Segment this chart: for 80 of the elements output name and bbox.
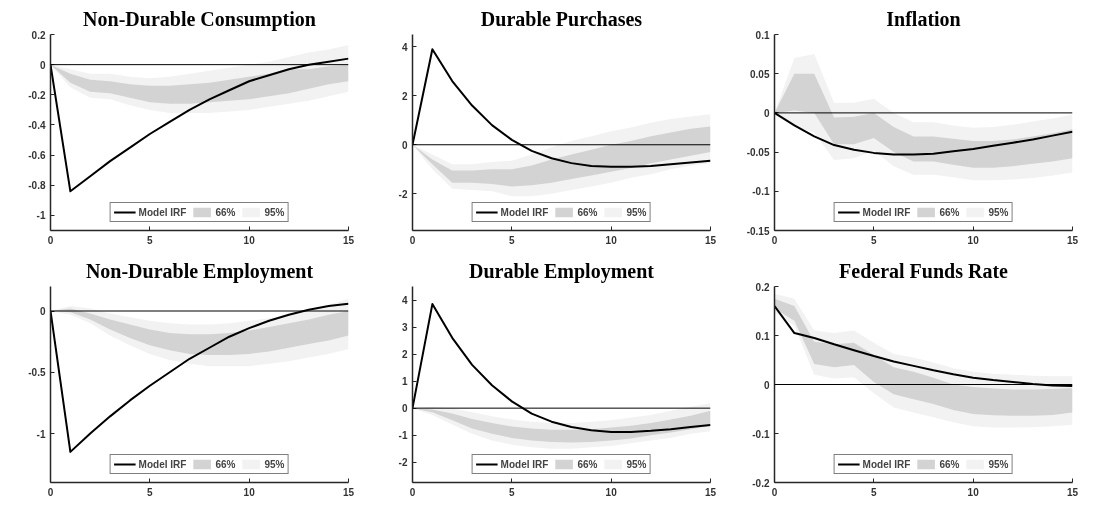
legend-label: 95% [988, 206, 1009, 218]
y-tick-label: -0.1 [752, 186, 770, 198]
x-tick-label: 0 [47, 486, 54, 498]
legend-label: 66% [215, 458, 236, 470]
y-tick-label: 4 [401, 295, 408, 307]
y-tick-label: 2 [401, 90, 408, 102]
x-tick-label: 10 [967, 486, 980, 498]
y-tick-label: 0 [39, 59, 46, 71]
y-tick-label: -1 [398, 430, 408, 442]
x-tick-label: 10 [605, 486, 618, 498]
y-tick-label: 3 [401, 322, 408, 334]
y-tick-label: 0 [39, 306, 46, 317]
y-tick-label: 0.05 [750, 68, 770, 80]
x-tick-label: 10 [605, 234, 618, 246]
x-tick-label: 0 [771, 234, 778, 246]
y-tick-label: -0.4 [28, 119, 46, 131]
x-tick-label: 10 [967, 234, 980, 246]
legend-label: 95% [626, 206, 647, 218]
chart-title: Durable Employment [469, 259, 655, 283]
x-tick-label: 15 [342, 234, 355, 246]
y-tick-label: 1 [401, 376, 408, 388]
y-tick-label: 0 [763, 107, 770, 119]
x-tick-label: 15 [1066, 234, 1079, 246]
legend-label: Model IRF [500, 458, 549, 470]
legend-label: Model IRF [138, 206, 187, 218]
legend-label: 66% [215, 206, 236, 218]
chart-title: Durable Purchases [480, 7, 643, 30]
x-tick-label: 5 [871, 486, 878, 498]
y-tick-label: 2 [401, 349, 408, 361]
x-tick-label: 5 [509, 486, 516, 498]
legend-label: 66% [577, 206, 598, 218]
legend-label: 95% [264, 458, 285, 470]
legend-label: 66% [577, 458, 598, 470]
legend-label: 95% [626, 458, 647, 470]
legend-label: Model IRF [862, 206, 911, 218]
x-tick-label: 5 [147, 486, 154, 498]
legend-label: 66% [939, 206, 960, 218]
x-tick-label: 0 [409, 234, 416, 246]
x-tick-label: 15 [704, 234, 717, 246]
y-tick-label: -0.8 [28, 180, 46, 192]
y-tick-label: 0 [401, 139, 408, 151]
y-tick-label: -0.5 [28, 367, 46, 379]
y-tick-label: -0.2 [28, 89, 46, 101]
x-tick-label: 5 [509, 234, 516, 246]
x-tick-label: 10 [243, 234, 256, 246]
y-tick-label: 0 [763, 379, 770, 391]
y-tick-label: -0.15 [746, 225, 770, 237]
y-tick-label: -1 [36, 210, 46, 222]
y-tick-label: 0.1 [755, 29, 770, 41]
y-tick-label: 0 [401, 403, 408, 415]
y-tick-label: 4 [401, 41, 408, 53]
y-tick-label: -0.1 [752, 428, 770, 440]
x-tick-label: 15 [704, 486, 717, 498]
y-tick-label: -2 [398, 457, 408, 469]
y-tick-label: 0.2 [31, 29, 46, 41]
chart-title: Non-Durable Employment [85, 259, 314, 283]
x-tick-label: 10 [243, 486, 256, 498]
y-tick-label: -1 [36, 428, 46, 440]
y-tick-label: 0.2 [755, 281, 770, 293]
legend-label: Model IRF [862, 458, 911, 470]
y-tick-label: -0.05 [746, 147, 770, 159]
y-tick-label: -2 [398, 188, 408, 200]
y-tick-label: 0.1 [755, 330, 770, 342]
x-tick-label: 0 [771, 486, 778, 498]
chart-title: Federal Funds Rate [839, 259, 1009, 282]
legend-label: 95% [264, 206, 285, 218]
y-tick-label: -0.6 [28, 150, 46, 162]
legend-label: Model IRF [138, 458, 187, 470]
chart-title: Inflation [886, 7, 961, 30]
x-tick-label: 5 [147, 234, 154, 246]
legend-label: 95% [988, 458, 1009, 470]
x-tick-label: 15 [1066, 486, 1079, 498]
legend-label: Model IRF [500, 206, 549, 218]
legend-label: 66% [939, 458, 960, 470]
y-tick-label: -0.2 [752, 477, 770, 489]
x-tick-label: 5 [871, 234, 878, 246]
chart-title: Non-Durable Consumption [83, 7, 316, 31]
x-tick-label: 0 [47, 234, 54, 246]
x-tick-label: 0 [409, 486, 416, 498]
x-tick-label: 15 [342, 486, 355, 498]
